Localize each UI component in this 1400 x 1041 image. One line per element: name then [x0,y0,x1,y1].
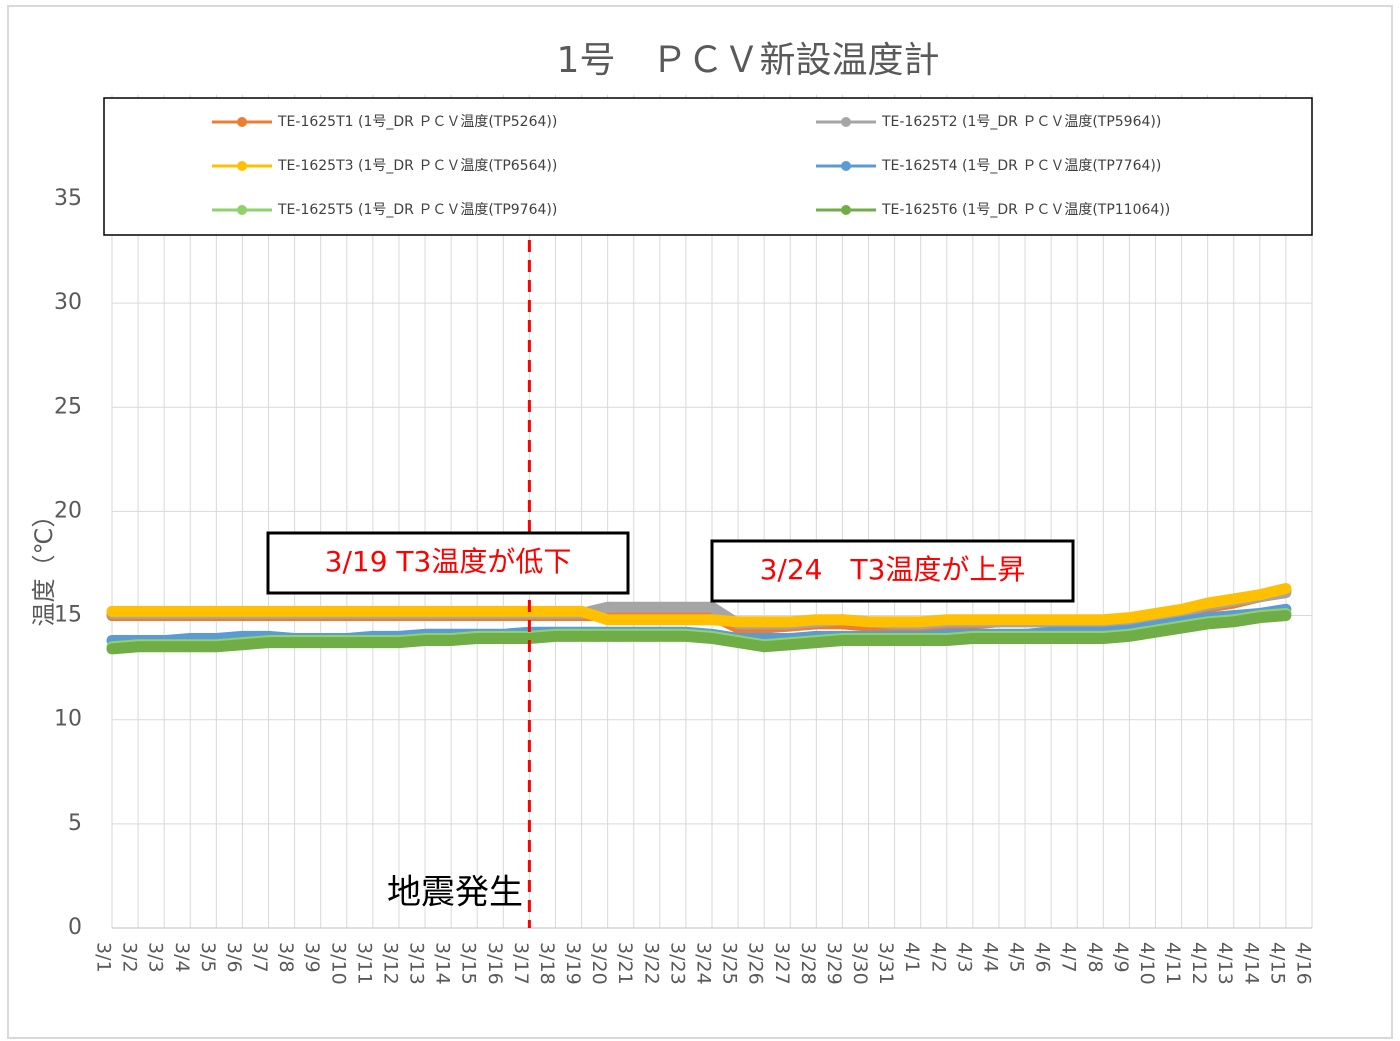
x-tick-label: 3/26 [745,942,767,985]
legend-label: TE-1625T5 (1号_DR ＰＣＶ温度(TP9764)) [277,202,557,218]
y-tick-label: 15 [54,603,82,628]
x-tick-label: 3/4 [171,942,193,973]
x-tick-label: 3/14 [432,942,454,985]
series-line [106,582,1292,628]
annotation-box [266,531,630,595]
x-tick-label: 3/31 [875,942,897,985]
x-tick-label: 4/9 [1110,942,1132,973]
x-tick-label: 3/15 [458,942,480,985]
y-axis-label: 温度（℃） [30,504,58,627]
legend-box [103,97,1313,236]
x-tick-label: 3/17 [510,942,532,985]
y-tick-label: 10 [54,707,82,732]
y-tick-label: 20 [54,498,82,523]
x-tick-label: 3/23 [666,942,688,985]
x-tick-label: 4/4 [979,942,1001,973]
x-tick-label: 3/16 [484,942,506,985]
x-tick-label: 4/12 [1188,942,1210,985]
x-tick-label: 3/3 [145,942,167,973]
x-tick-label: 4/5 [1006,942,1028,973]
x-tick-label: 3/28 [797,942,819,985]
x-tick-label: 4/8 [1084,942,1106,973]
x-tick-label: 3/18 [536,942,558,985]
x-tick-label: 3/8 [275,942,297,973]
x-tick-label: 3/5 [197,942,219,973]
x-tick-label: 3/25 [719,942,741,985]
x-tick-label: 4/6 [1032,942,1054,973]
x-tick-label: 3/7 [249,942,271,973]
legend-marker [841,161,851,171]
annotation-text: 3/19 T3温度が低下 [325,545,572,578]
x-tick-label: 3/27 [771,942,793,985]
legend-label: TE-1625T3 (1号_DR ＰＣＶ温度(TP6564)) [277,158,557,174]
annotation-text: 3/24 T3温度が上昇 [760,553,1026,586]
x-tick-label: 4/11 [1162,942,1184,985]
x-tick-label: 4/7 [1058,942,1080,973]
x-tick-label: 4/15 [1266,942,1288,985]
x-tick-label: 4/3 [953,942,975,973]
series-line [106,610,1292,655]
x-tick-label: 3/22 [640,942,662,985]
y-tick-label: 5 [68,811,82,836]
x-tick-label: 3/29 [823,942,845,985]
x-tick-label: 4/1 [901,942,923,973]
x-tick-label: 4/10 [1136,942,1158,985]
x-tick-label: 3/30 [849,942,871,985]
legend-label: TE-1625T2 (1号_DR ＰＣＶ温度(TP5964)) [881,114,1161,130]
x-tick-label: 4/14 [1240,942,1262,985]
annotation-box [710,539,1075,603]
legend-marker [237,117,247,127]
y-tick-label: 30 [54,290,82,315]
legend-marker [237,161,247,171]
legend-label: TE-1625T4 (1号_DR ＰＣＶ温度(TP7764)) [881,158,1161,174]
x-tick-label: 4/13 [1214,942,1236,985]
x-tick-label: 3/10 [327,942,349,985]
x-tick-label: 3/12 [379,942,401,985]
legend-marker [841,205,851,215]
x-tick-label: 3/24 [693,942,715,985]
x-tick-label: 3/1 [93,942,115,973]
y-tick-label: 0 [68,915,82,940]
y-tick-label: 35 [54,186,82,211]
x-tick-label: 4/2 [927,942,949,973]
x-tick-label: 3/20 [588,942,610,985]
x-tick-label: 4/16 [1293,942,1315,985]
x-tick-label: 3/11 [353,942,375,985]
x-tick-label: 3/6 [223,942,245,973]
x-tick-label: 3/13 [406,942,428,985]
event-label: 地震発生 [387,873,523,913]
legend-marker [841,117,851,127]
legend-label: TE-1625T6 (1号_DR ＰＣＶ温度(TP11064)) [881,202,1170,218]
legend-marker [237,205,247,215]
x-tick-label: 3/2 [119,942,141,973]
y-tick-label: 25 [54,394,82,419]
chart-title: 1号 ＰＣＶ新設温度計 [557,40,940,81]
x-tick-label: 3/21 [614,942,636,985]
x-tick-label: 3/19 [562,942,584,985]
x-tick-label: 3/9 [301,942,323,973]
legend-label: TE-1625T1 (1号_DR ＰＣＶ温度(TP5264)) [277,114,557,130]
